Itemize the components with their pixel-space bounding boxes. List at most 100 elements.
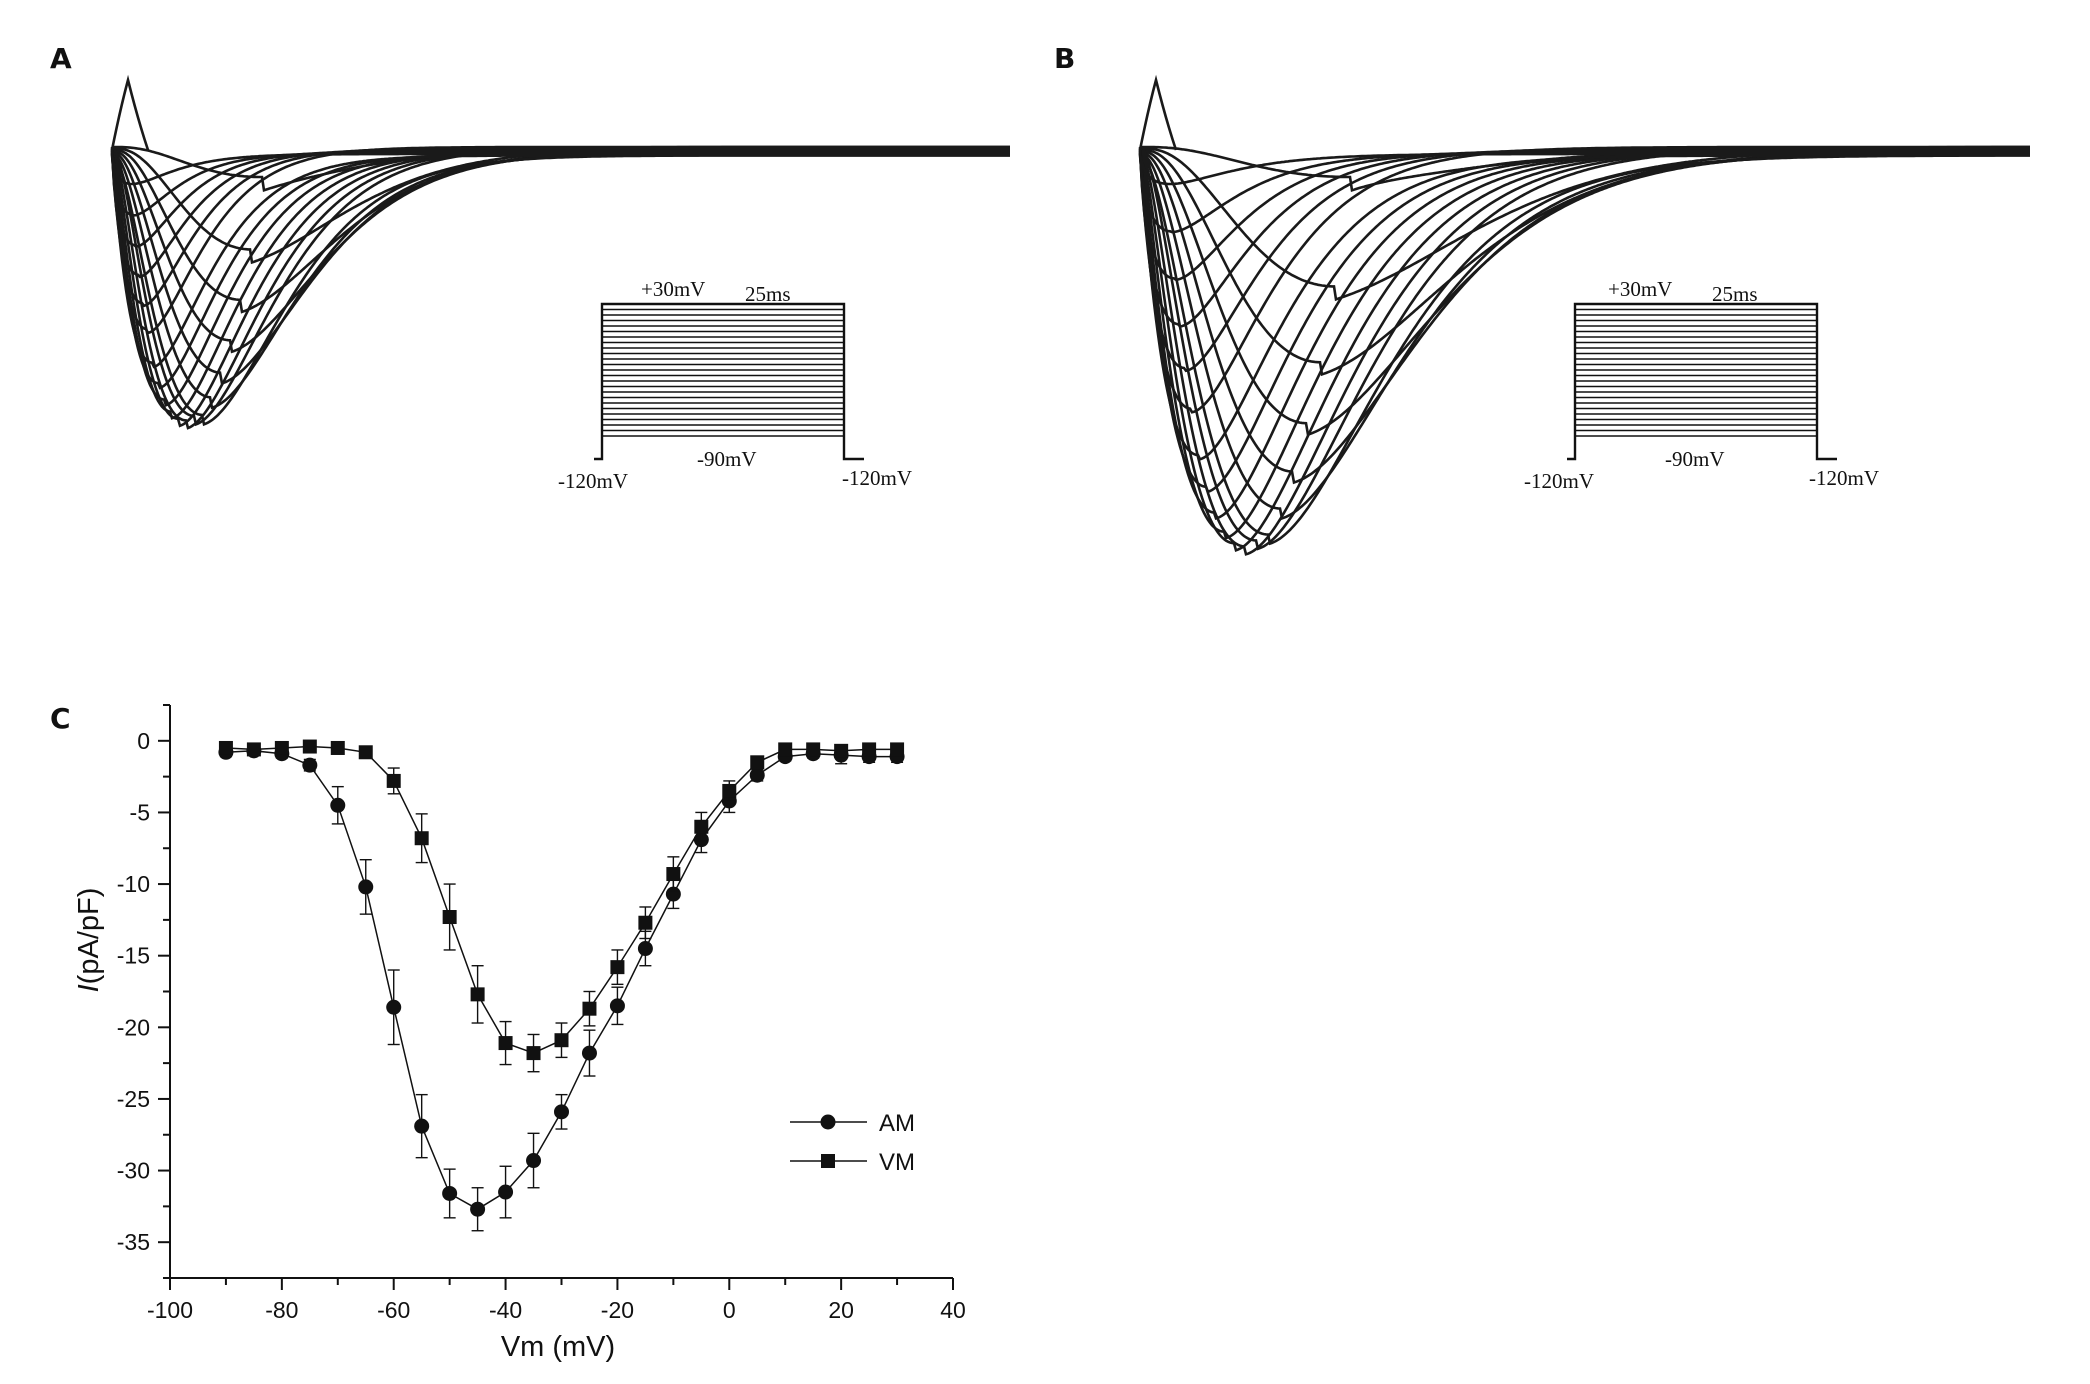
y-axis-label: I(pA/pF)	[73, 888, 105, 993]
current-trace	[111, 151, 1010, 386]
y-tick-label: 0	[137, 728, 150, 754]
series-vm-point	[246, 742, 261, 757]
y-tick-label: -10	[117, 871, 150, 897]
panel-a-protocol-left-label: -120mV	[558, 469, 628, 493]
series-vm-point	[806, 742, 821, 757]
chart-legend: AM VM	[790, 1110, 915, 1176]
legend-vm-label: VM	[879, 1149, 915, 1176]
series-vm-line	[225, 745, 898, 1054]
series-vm-point	[694, 819, 709, 834]
chart-series	[218, 739, 905, 1232]
series-am-point	[581, 1045, 597, 1061]
series-am-point	[609, 998, 625, 1014]
series-vm-point	[554, 1033, 569, 1048]
current-trace	[111, 149, 1010, 354]
series-am-point	[554, 1104, 569, 1120]
series-vm-point	[498, 1036, 513, 1051]
series-vm-point	[526, 1046, 541, 1061]
series-vm-point	[638, 915, 653, 930]
y-tick-label: -5	[130, 799, 150, 825]
panel-a-protocol-duration-label: 25ms	[745, 282, 791, 306]
current-trace	[110, 149, 1010, 248]
panel-b-protocol-left-label: -120mV	[1524, 469, 1594, 493]
series-vm-point	[414, 831, 429, 846]
series-vm-point	[890, 742, 905, 757]
panel-b-label: B	[1054, 42, 1075, 75]
series-am-point	[498, 1184, 514, 1200]
current-trace	[110, 145, 1010, 335]
series-vm-point	[778, 742, 793, 757]
current-trace	[110, 154, 1010, 369]
y-axis-label-rest: (pA/pF)	[73, 888, 105, 985]
current-trace	[1139, 147, 2030, 556]
y-tick-label: -35	[117, 1229, 150, 1255]
x-tick-label: -100	[147, 1297, 193, 1323]
series-am-point	[442, 1185, 458, 1201]
legend-vm-marker	[821, 1154, 835, 1168]
series-vm-point	[302, 739, 317, 754]
x-tick-label: 40	[940, 1297, 966, 1323]
panel-b-protocol-right-label: -120mV	[1809, 466, 1879, 490]
current-trace	[1138, 148, 2030, 328]
x-tick-label: -80	[265, 1297, 298, 1323]
series-vm-point	[470, 987, 485, 1002]
panel-c-iv-chart: C -100 -80 -60 -40 -20 0 20 40 0 -5 -10 -15 -20 -25 -3…	[50, 702, 966, 1363]
x-tick-label: -40	[489, 1297, 522, 1323]
panel-b-traces	[1138, 74, 2030, 556]
legend-am-marker	[820, 1114, 836, 1130]
series-vm-point	[834, 743, 849, 758]
series-am-point	[358, 879, 374, 895]
current-trace	[1138, 152, 2030, 186]
capacitive-transient	[1138, 74, 1178, 151]
y-tick-label: -15	[117, 943, 150, 969]
series-am-point	[414, 1118, 430, 1134]
current-trace	[110, 151, 1010, 217]
series-vm-point	[386, 773, 401, 788]
y-tick-label: -30	[117, 1158, 150, 1184]
series-vm-point	[722, 783, 737, 798]
series-am-line	[225, 750, 898, 1211]
panel-a-voltage-protocol: +30mV 25ms -90mV -120mV -120mV	[558, 277, 912, 493]
series-am-point	[386, 999, 402, 1015]
series-vm-point	[274, 740, 289, 755]
current-trace	[110, 148, 1010, 279]
legend-am-label: AM	[879, 1110, 915, 1137]
x-axis-label: Vm (mV)	[501, 1331, 615, 1363]
x-tick-label: -20	[601, 1297, 634, 1323]
series-am-point	[749, 767, 765, 783]
series-vm-point	[330, 740, 345, 755]
panel-b-voltage-protocol: +30mV 25ms -90mV -120mV -120mV	[1524, 277, 1879, 493]
panel-a-traces	[110, 74, 1010, 430]
panel-b-current-traces: B +30mV 25ms -90mV -120mV -120mV	[1054, 42, 2030, 556]
series-vm-point	[582, 1001, 597, 1016]
series-am-point	[665, 886, 681, 902]
y-tick-label: -25	[117, 1086, 150, 1112]
series-am-point	[526, 1153, 542, 1169]
current-trace	[110, 152, 1010, 186]
panel-b-protocol-steps	[1567, 302, 1837, 461]
series-am-point	[637, 941, 653, 957]
series-vm-point	[358, 745, 373, 760]
series-vm-point	[218, 740, 233, 755]
current-trace	[112, 147, 1010, 265]
series-am-point	[470, 1201, 486, 1217]
panel-b-protocol-top-label: +30mV	[1608, 277, 1672, 301]
series-vm-point	[862, 742, 877, 757]
y-tick-label: -20	[117, 1014, 150, 1040]
series-vm-point	[610, 960, 625, 975]
series-am-point	[330, 797, 346, 813]
x-tick-label: -60	[377, 1297, 410, 1323]
panel-b-protocol-hold-label: -90mV	[1665, 447, 1725, 471]
panel-a-protocol-top-label: +30mV	[641, 277, 705, 301]
panel-c-label: C	[50, 702, 71, 735]
series-vm-point	[666, 867, 681, 882]
chart-axes: -100 -80 -60 -40 -20 0 20 40 0 -5 -10 -15 -20 -25 -30 -…	[117, 704, 966, 1323]
x-tick-label: 20	[828, 1297, 854, 1323]
current-trace	[1138, 152, 2030, 494]
x-tick-label: 0	[723, 1297, 736, 1323]
current-trace	[110, 147, 1010, 308]
panel-a-current-traces: A +30mV 25ms -90mV -120mV -120mV	[50, 42, 1010, 493]
panel-a-protocol-hold-label: -90mV	[697, 447, 757, 471]
capacitive-transient	[110, 74, 150, 151]
